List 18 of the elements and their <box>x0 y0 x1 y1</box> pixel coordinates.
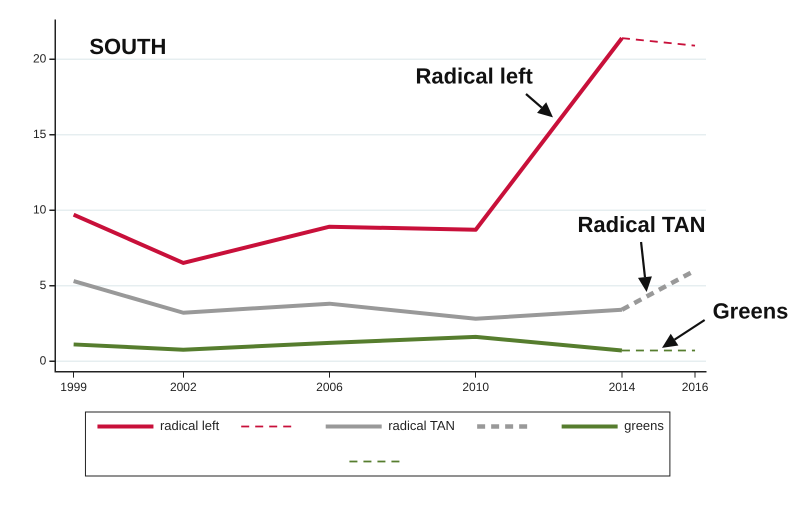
annotation: Greens <box>712 298 788 324</box>
y-tick-label: 10 <box>32 202 47 216</box>
x-tick-label: 2010 <box>462 380 490 394</box>
x-tick-label: 1999 <box>60 380 88 394</box>
legend-label: greens <box>624 418 664 434</box>
y-tick-label: 15 <box>32 126 47 141</box>
annotation: Radical left <box>415 64 534 89</box>
annotation: SOUTH <box>89 34 166 60</box>
y-tick-label: 0 <box>40 353 47 368</box>
annotation: Radical TAN <box>578 212 706 238</box>
x-tick-label: 2002 <box>170 380 197 394</box>
legend-label: radical TAN <box>388 418 455 434</box>
x-tick-label: 2014 <box>608 380 636 394</box>
y-tick-label: 5 <box>40 278 47 292</box>
y-tick-label: 20 <box>32 52 47 66</box>
x-tick-label: 2016 <box>682 380 709 394</box>
legend-label: radical left <box>160 418 220 434</box>
x-tick-label: 2006 <box>316 380 344 394</box>
